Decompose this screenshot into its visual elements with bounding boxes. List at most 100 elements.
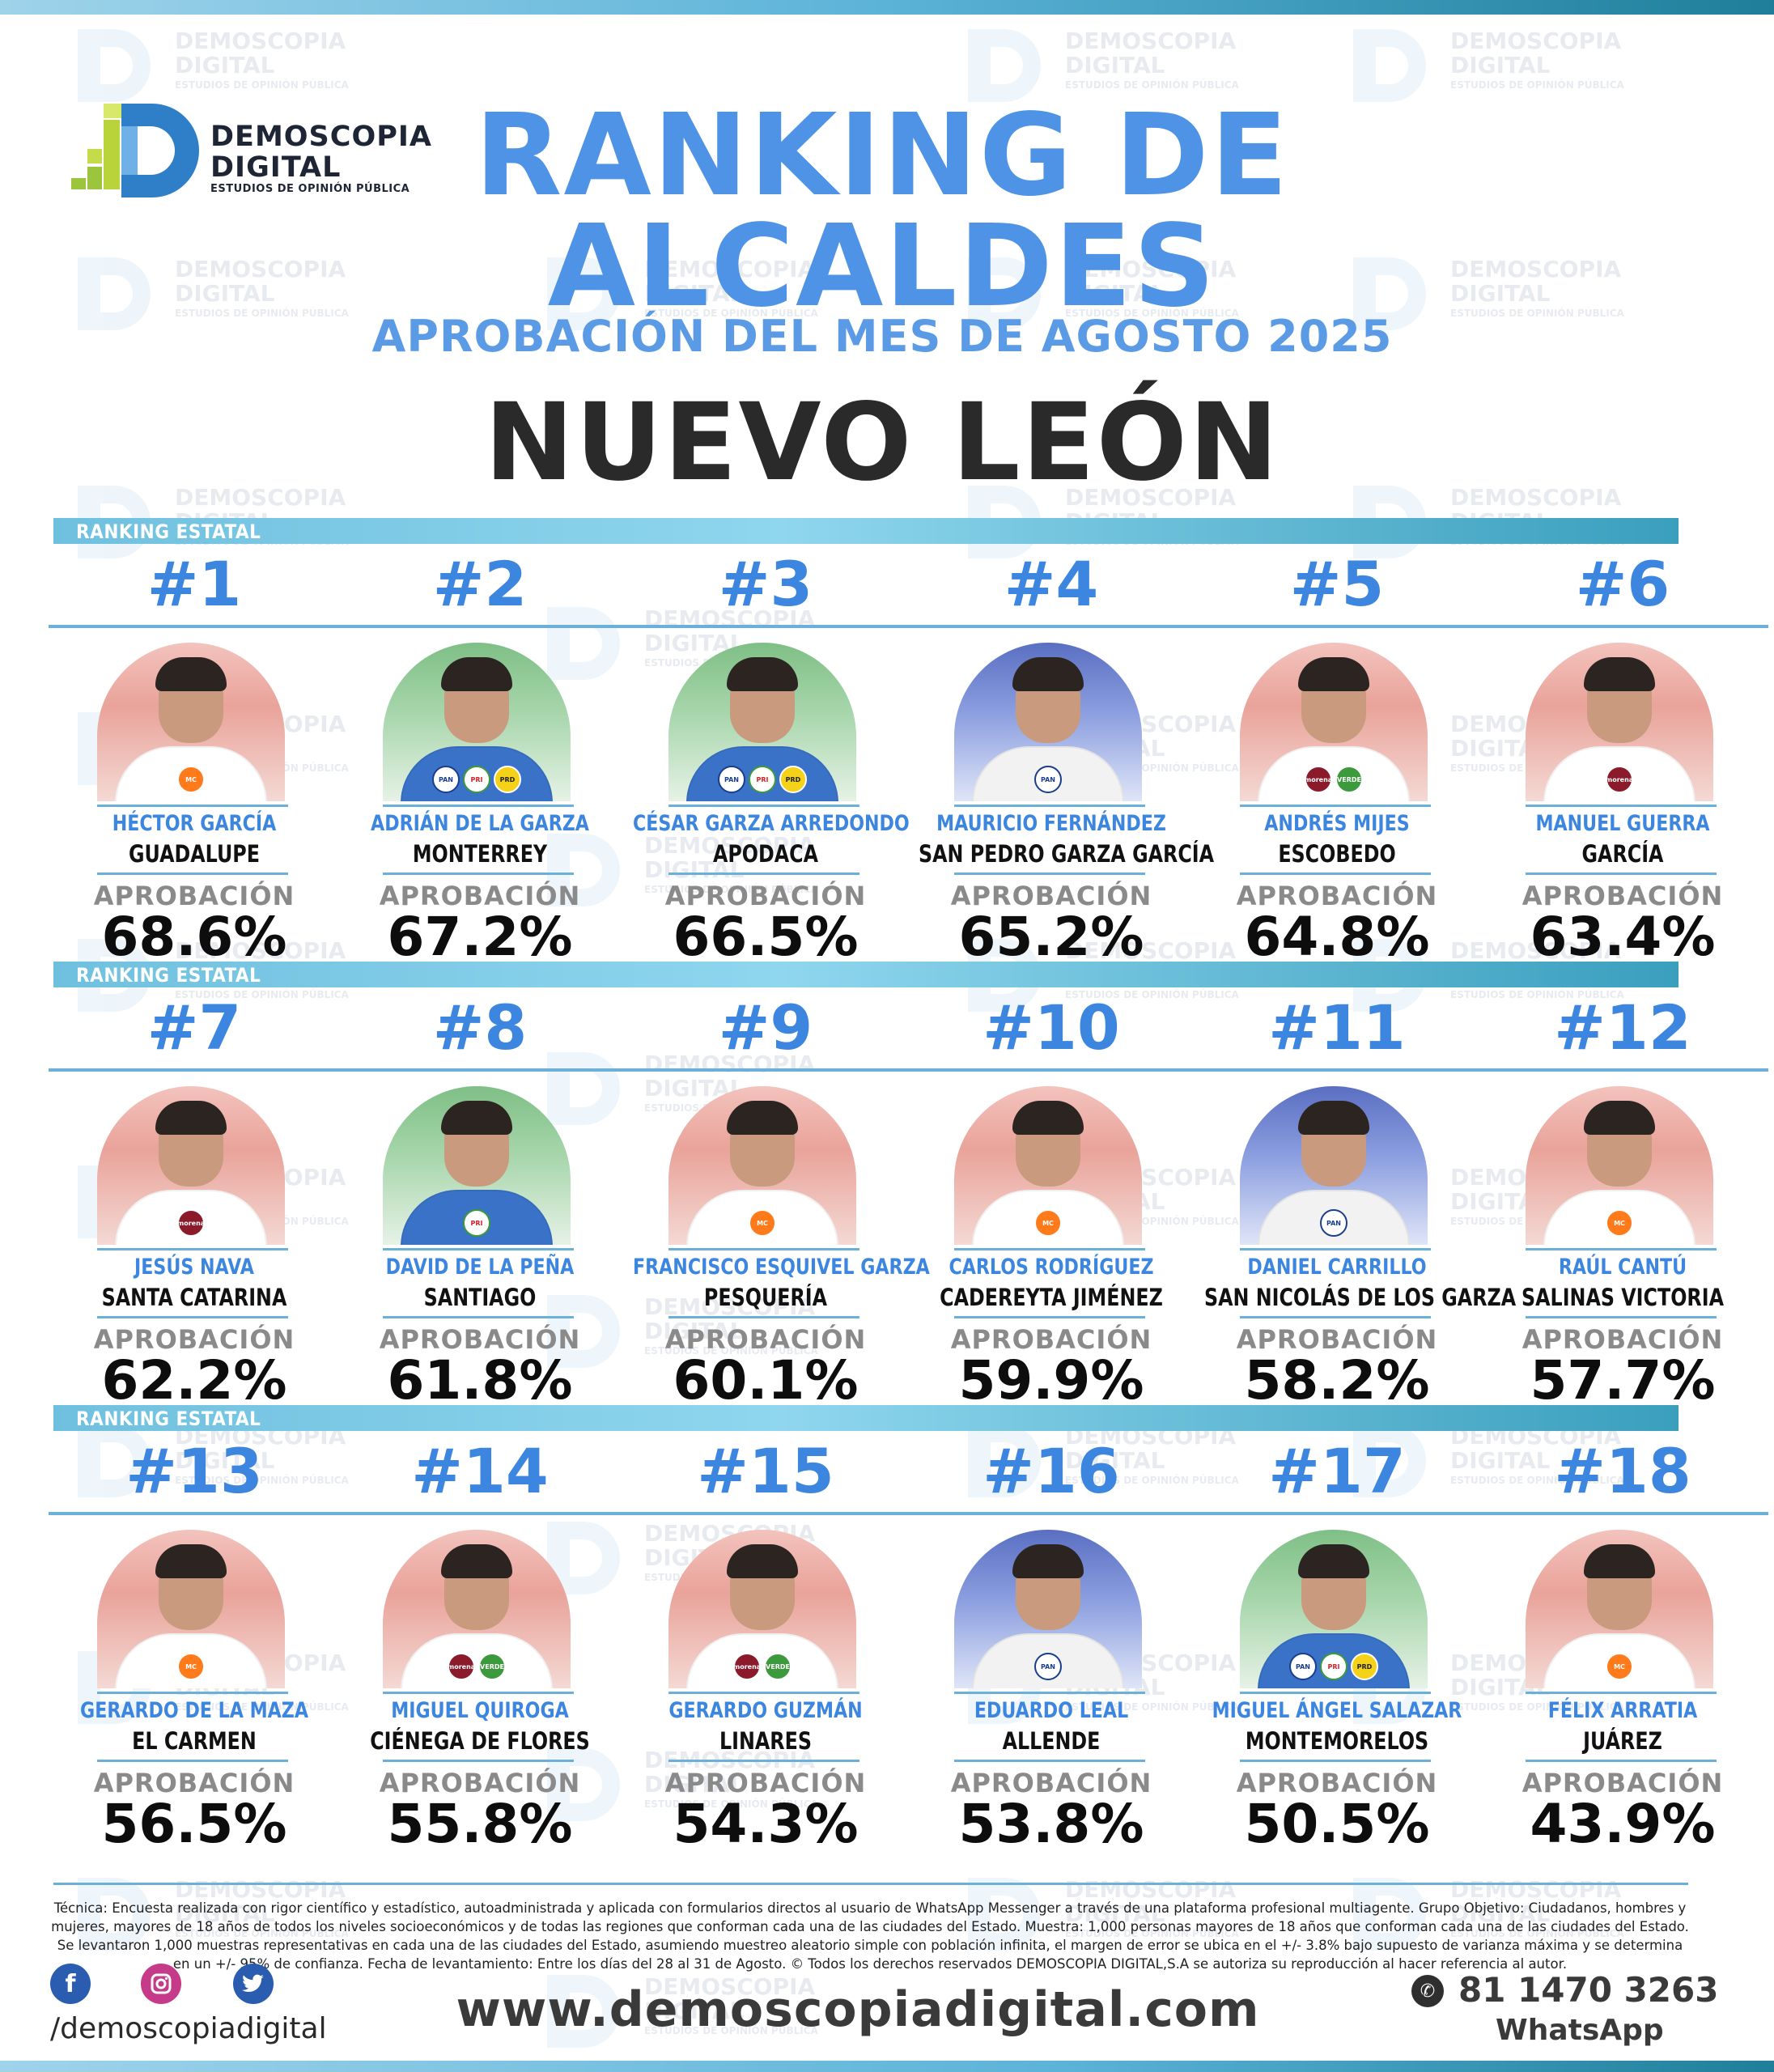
party-badges: MC [954, 1209, 1142, 1237]
approval-value: 63.4% [1530, 906, 1716, 968]
brand-name: DEMOSCOPIA DIGITAL [210, 121, 432, 183]
mayor-card: #17 PAN PRI PRD MIGUEL ÁNGEL SALAZAR MONTEMOR… [1191, 1437, 1483, 1875]
name-divider [1240, 805, 1431, 807]
rank-underline [1191, 1068, 1483, 1072]
approval-label: APROBACIÓN [93, 1768, 295, 1798]
rank-number: #4 [1004, 548, 1099, 620]
city-divider [1526, 1760, 1717, 1762]
approval-label: APROBACIÓN [1521, 1324, 1724, 1355]
whatsapp-contact[interactable]: ✆ 81 1470 3263 WhatsApp [1408, 1967, 1718, 2056]
party-logo-icon: MC [749, 1209, 776, 1237]
name-divider [97, 1692, 288, 1694]
mayor-photo: morena VERDE [383, 1530, 571, 1688]
party-logo-icon: PAN [432, 766, 460, 793]
name-divider [383, 1248, 574, 1250]
approval-label: APROBACIÓN [664, 1324, 867, 1355]
municipality-name: PESQUERÍA [703, 1284, 828, 1311]
party-logo-icon: MC [1606, 1209, 1633, 1237]
rank-number: #18 [1554, 1435, 1691, 1507]
name-divider [1240, 1692, 1431, 1694]
mayor-name: CARLOS RODRÍGUEZ [949, 1255, 1154, 1280]
party-badges: morena VERDE [668, 1653, 856, 1680]
rank-underline [620, 1512, 911, 1515]
website-link[interactable]: www.demoscopiadigital.com [456, 1981, 1260, 2038]
mayor-card: #10 MC CARLOS RODRÍGUEZ CADEREYTA JIMÉNEZ AP… [906, 994, 1197, 1431]
mayor-photo: PRI [383, 1086, 571, 1245]
party-badges: PRI [383, 1209, 571, 1237]
mayor-name: HÉCTOR GARCÍA [112, 811, 277, 836]
subtitle: APROBACIÓN DEL MES DE AGOSTO 2025 [371, 311, 1393, 362]
rank-underline [906, 625, 1197, 628]
city-divider [1240, 1316, 1431, 1318]
name-divider [97, 1248, 288, 1250]
state-title: NUEVO LEÓN [484, 380, 1280, 505]
rank-underline [334, 625, 626, 628]
municipality-name: CADEREYTA JIMÉNEZ [940, 1284, 1163, 1311]
approval-value: 50.5% [1244, 1793, 1430, 1855]
city-divider [668, 873, 859, 875]
municipality-name: JUÁREZ [1583, 1727, 1662, 1755]
party-logo-icon: PRI [463, 766, 490, 793]
brand-tagline: ESTUDIOS DE OPINIÓN PÚBLICA [210, 183, 410, 195]
rank-number: #13 [125, 1435, 263, 1507]
party-badges: MC [1526, 1209, 1713, 1237]
name-divider [97, 805, 288, 807]
mayor-card: #14 morena VERDE MIGUEL QUIROGA CIÉNEGA DE F… [334, 1437, 626, 1875]
mayor-card: #13 MC GERARDO DE LA MAZA EL CARMEN APROBACI… [49, 1437, 340, 1875]
rank-number: #12 [1554, 991, 1691, 1064]
whatsapp-number: 81 1470 3263 [1458, 1970, 1719, 2010]
approval-value: 60.1% [673, 1349, 859, 1412]
mayor-photo: PAN PRI PRD [1240, 1530, 1428, 1688]
mayor-name: GERARDO DE LA MAZA [80, 1698, 308, 1723]
party-logo-icon: MC [1034, 1209, 1062, 1237]
city-divider [954, 1760, 1145, 1762]
approval-label: APROBACIÓN [664, 1768, 867, 1798]
party-logo-icon: PRI [463, 1209, 490, 1237]
approval-value: 55.8% [387, 1793, 573, 1855]
rank-number: #10 [982, 991, 1120, 1064]
twitter-icon[interactable] [233, 1964, 274, 2004]
rank-number: #6 [1575, 548, 1670, 620]
top-accent-bar [0, 0, 1774, 15]
party-logo-icon: morena [733, 1653, 761, 1680]
mayor-name: ADRIÁN DE LA GARZA [371, 811, 589, 836]
section-label: RANKING ESTATAL [76, 964, 261, 987]
party-logo-icon: MC [1606, 1653, 1633, 1680]
party-badges: MC [668, 1209, 856, 1237]
approval-label: APROBACIÓN [379, 1324, 581, 1355]
approval-label: APROBACIÓN [1521, 1768, 1724, 1798]
mayor-name: MAURICIO FERNÁNDEZ [936, 811, 1166, 836]
approval-value: 43.9% [1530, 1793, 1716, 1855]
mayor-photo: PAN [954, 643, 1142, 801]
facebook-icon[interactable]: f [50, 1964, 91, 2004]
name-divider [1240, 1248, 1431, 1250]
party-badges: PAN [954, 1653, 1142, 1680]
mayor-name: FRANCISCO ESQUIVEL GARZA [633, 1255, 930, 1280]
instagram-icon[interactable] [141, 1964, 181, 2004]
rank-underline [906, 1068, 1197, 1072]
rank-underline [1191, 1512, 1483, 1515]
approval-label: APROBACIÓN [950, 1768, 1152, 1798]
name-divider [668, 805, 859, 807]
approval-value: 53.8% [958, 1793, 1144, 1855]
rank-underline [49, 1512, 340, 1515]
city-divider [668, 1316, 859, 1318]
mayor-photo: PAN PRI PRD [668, 643, 856, 801]
social-handle[interactable]: /demoscopiadigital [50, 2012, 327, 2045]
name-divider [668, 1692, 859, 1694]
approval-value: 58.2% [1244, 1349, 1430, 1412]
rank-underline [620, 1068, 911, 1072]
rank-number: #14 [411, 1435, 549, 1507]
party-badges: MC [97, 1653, 285, 1680]
municipality-name: CIÉNEGA DE FLORES [370, 1727, 590, 1755]
mayor-card: #5 morena VERDE ANDRÉS MIJES ESCOBEDO APROBAC… [1191, 550, 1483, 987]
approval-label: APROBACIÓN [1236, 1324, 1438, 1355]
mayor-photo: morena VERDE [1240, 643, 1428, 801]
party-logo-icon: PRI [1320, 1653, 1347, 1680]
approval-label: APROBACIÓN [1521, 881, 1724, 911]
rank-number: #11 [1268, 991, 1406, 1064]
approval-value: 62.2% [101, 1349, 287, 1412]
city-divider [954, 873, 1145, 875]
rank-underline [49, 1068, 340, 1072]
approval-value: 66.5% [673, 906, 859, 968]
